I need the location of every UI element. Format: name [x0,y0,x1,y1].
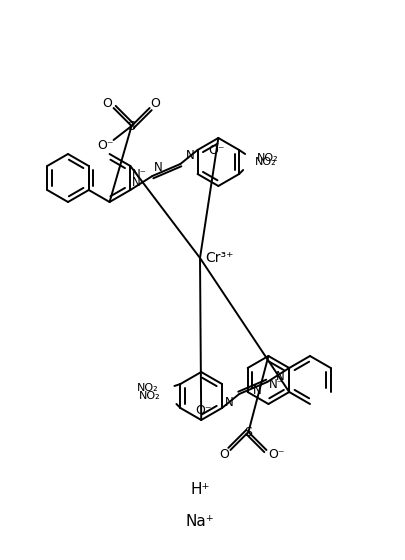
Text: NO₂: NO₂ [255,157,277,167]
Text: NO₂: NO₂ [139,391,160,401]
Text: O: O [102,96,113,110]
Text: S: S [128,119,136,133]
Text: N: N [154,161,163,174]
Text: O⁻: O⁻ [208,143,225,156]
Text: N: N [252,384,261,397]
Text: N: N [132,175,141,189]
Text: S: S [245,426,252,438]
Text: N⁻: N⁻ [132,167,147,180]
Text: NO₂: NO₂ [137,383,158,393]
Text: O: O [220,449,229,461]
Text: O⁻: O⁻ [268,449,285,461]
Text: O⁻: O⁻ [195,404,211,417]
Text: O⁻: O⁻ [97,138,114,152]
Text: Na⁺: Na⁺ [185,515,214,530]
Text: N: N [275,370,284,382]
Text: N: N [186,149,195,162]
Text: NO₂: NO₂ [257,153,279,163]
Text: H⁺: H⁺ [190,483,210,497]
Text: O: O [151,96,160,110]
Text: N⁻: N⁻ [269,377,284,390]
Text: N: N [224,396,233,409]
Text: Cr³⁺: Cr³⁺ [205,251,233,265]
